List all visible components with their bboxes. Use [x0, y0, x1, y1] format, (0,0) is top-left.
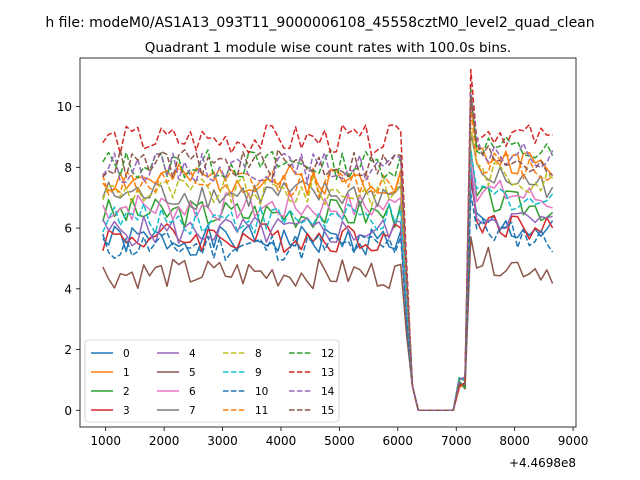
series-line-1: [102, 99, 554, 412]
chart-suptitle: h file: modeM0/AS1A13_093T11_9000006108_…: [45, 15, 594, 31]
series-line-2: [102, 148, 554, 412]
legend-label-4: 4: [189, 348, 196, 360]
x-tick-label-9000: 9000: [558, 434, 589, 448]
legend-label-8: 8: [255, 348, 262, 360]
series-line-0: [102, 180, 554, 412]
x-tick-label-1000: 1000: [90, 434, 121, 448]
legend-label-10: 10: [255, 386, 268, 398]
series-line-10: [102, 193, 554, 412]
legend-label-15: 15: [321, 405, 334, 417]
legend-label-9: 9: [255, 367, 262, 379]
x-offset-label: +4.4698e8: [509, 456, 576, 470]
series-line-9: [102, 150, 554, 412]
legend-label-2: 2: [123, 386, 130, 398]
legend-label-11: 11: [255, 405, 268, 417]
plot-area: 1000 2000 3000 4000 5000 6000 7000 8000 9000 0 2 4 6…: [57, 57, 589, 448]
y-tick-label-10: 10: [57, 100, 72, 114]
series-lines: [102, 68, 554, 412]
y-tick-label-4: 4: [64, 282, 72, 296]
legend-label-14: 14: [321, 386, 335, 398]
x-tick-label-7000: 7000: [441, 434, 472, 448]
x-tick-label-3000: 3000: [207, 434, 238, 448]
series-line-8: [102, 126, 554, 412]
y-tick-label-2: 2: [64, 343, 72, 357]
x-tick-label-5000: 5000: [324, 434, 355, 448]
legend-label-6: 6: [189, 386, 196, 398]
legend-label-0: 0: [123, 348, 130, 360]
legend-label-1: 1: [123, 367, 130, 379]
series-line-11: [102, 107, 553, 412]
y-tick-label-6: 6: [64, 222, 72, 236]
y-tick-label-8: 8: [64, 161, 72, 175]
legend-label-5: 5: [189, 367, 196, 379]
series-line-4: [102, 164, 553, 412]
legend-label-7: 7: [189, 405, 196, 417]
x-tick-label-2000: 2000: [149, 434, 180, 448]
y-tick-label-0: 0: [64, 404, 72, 418]
series-line-14: [102, 93, 554, 412]
x-tick-label-4000: 4000: [266, 434, 297, 448]
legend-box: [84, 339, 340, 423]
x-tick-label-8000: 8000: [499, 434, 530, 448]
series-line-6: [102, 150, 553, 412]
legend-label-12: 12: [321, 348, 334, 360]
chart-title: Quadrant 1 module wise count rates with …: [145, 40, 511, 56]
legend-label-3: 3: [123, 405, 130, 417]
legend-label-13: 13: [321, 367, 334, 379]
series-line-5: [102, 236, 554, 412]
axes-frame: [79, 57, 577, 428]
series-line-15: [102, 95, 553, 412]
x-tick-label-6000: 6000: [383, 434, 414, 448]
series-line-12: [102, 88, 554, 412]
